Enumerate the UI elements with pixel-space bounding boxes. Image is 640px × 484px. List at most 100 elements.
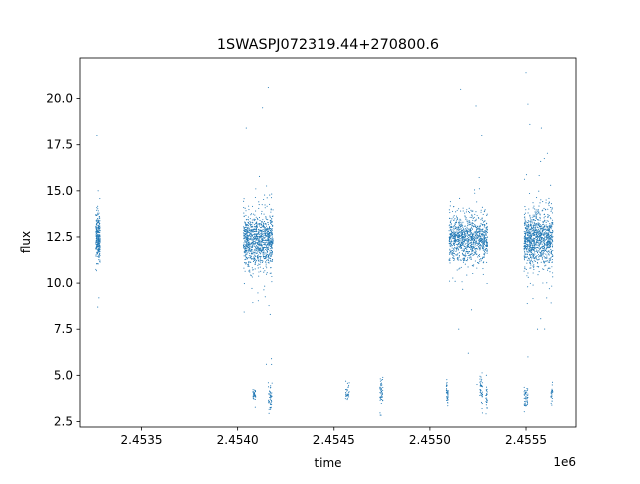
- data-point: [456, 269, 458, 271]
- data-point: [537, 211, 539, 213]
- data-point: [258, 229, 260, 231]
- data-point: [481, 378, 483, 380]
- data-point: [262, 255, 264, 257]
- data-point: [252, 239, 254, 242]
- data-point: [550, 184, 552, 186]
- data-point: [255, 230, 257, 232]
- data-point: [485, 389, 487, 391]
- data-point: [471, 237, 473, 239]
- data-point: [538, 224, 540, 226]
- data-point: [528, 232, 530, 234]
- data-point: [472, 232, 474, 234]
- data-point: [486, 390, 488, 392]
- data-point: [257, 242, 259, 244]
- data-point: [263, 246, 265, 248]
- data-point: [550, 224, 552, 226]
- data-point: [485, 242, 487, 244]
- data-point: [264, 270, 266, 272]
- data-point: [271, 392, 273, 394]
- data-point: [533, 253, 535, 255]
- data-point: [534, 241, 536, 243]
- data-point: [533, 245, 535, 247]
- data-point: [529, 260, 531, 262]
- data-point: [98, 243, 100, 245]
- data-point: [451, 233, 453, 235]
- data-point: [531, 227, 533, 229]
- data-point: [467, 241, 469, 243]
- data-point: [483, 220, 485, 223]
- data-point: [535, 256, 537, 258]
- data-point: [270, 403, 272, 406]
- data-point: [452, 210, 454, 212]
- data-point: [454, 280, 456, 282]
- data-point: [265, 248, 267, 250]
- data-point: [346, 394, 348, 396]
- data-point: [381, 393, 384, 395]
- data-point: [254, 219, 256, 221]
- data-point: [256, 255, 259, 257]
- data-point: [475, 240, 477, 242]
- data-point: [552, 244, 554, 246]
- data-point: [95, 268, 97, 270]
- data-point: [456, 254, 458, 256]
- data-point: [480, 376, 482, 378]
- data-point: [544, 226, 546, 228]
- data-point: [474, 245, 476, 247]
- data-point: [348, 396, 350, 398]
- data-point: [474, 253, 476, 255]
- data-point: [550, 203, 553, 205]
- data-point: [243, 244, 245, 246]
- data-point: [544, 233, 547, 235]
- data-point: [453, 253, 455, 255]
- data-point: [263, 271, 265, 273]
- data-point: [527, 219, 529, 222]
- data-point: [460, 225, 462, 227]
- data-point: [258, 239, 260, 241]
- data-point: [271, 259, 273, 261]
- data-point: [484, 249, 486, 251]
- data-point: [255, 223, 257, 225]
- data-point: [246, 257, 248, 259]
- data-point: [250, 224, 252, 227]
- data-point: [470, 245, 472, 247]
- data-point: [270, 240, 272, 242]
- data-point: [248, 243, 250, 245]
- data-point: [529, 245, 531, 247]
- data-point: [475, 236, 477, 238]
- data-point: [449, 249, 451, 251]
- data-point: [247, 236, 249, 238]
- data-point: [446, 379, 448, 381]
- data-point: [545, 260, 547, 262]
- data-point: [247, 221, 250, 224]
- data-point: [485, 244, 487, 246]
- data-point: [531, 257, 533, 259]
- data-point: [96, 239, 98, 241]
- data-point: [462, 248, 464, 250]
- data-point: [458, 222, 460, 224]
- data-point: [478, 241, 480, 243]
- data-point: [97, 245, 99, 247]
- data-point: [261, 226, 263, 229]
- data-point: [267, 259, 269, 261]
- data-point: [381, 396, 383, 398]
- data-point: [254, 395, 256, 397]
- data-point: [463, 248, 466, 250]
- data-point: [481, 412, 483, 414]
- data-point: [95, 254, 97, 256]
- data-point: [463, 246, 466, 248]
- data-point: [552, 255, 554, 258]
- data-point: [259, 247, 261, 249]
- data-point: [528, 259, 530, 261]
- data-point: [481, 394, 484, 396]
- data-point: [458, 242, 460, 245]
- data-point: [260, 233, 262, 235]
- data-point: [451, 251, 453, 253]
- data-point: [254, 243, 256, 245]
- data-point: [249, 269, 251, 271]
- data-point: [460, 210, 462, 212]
- data-point: [523, 394, 525, 396]
- data-point: [461, 244, 463, 246]
- data-point: [257, 232, 259, 234]
- data-point: [480, 401, 483, 403]
- data-point: [262, 107, 264, 109]
